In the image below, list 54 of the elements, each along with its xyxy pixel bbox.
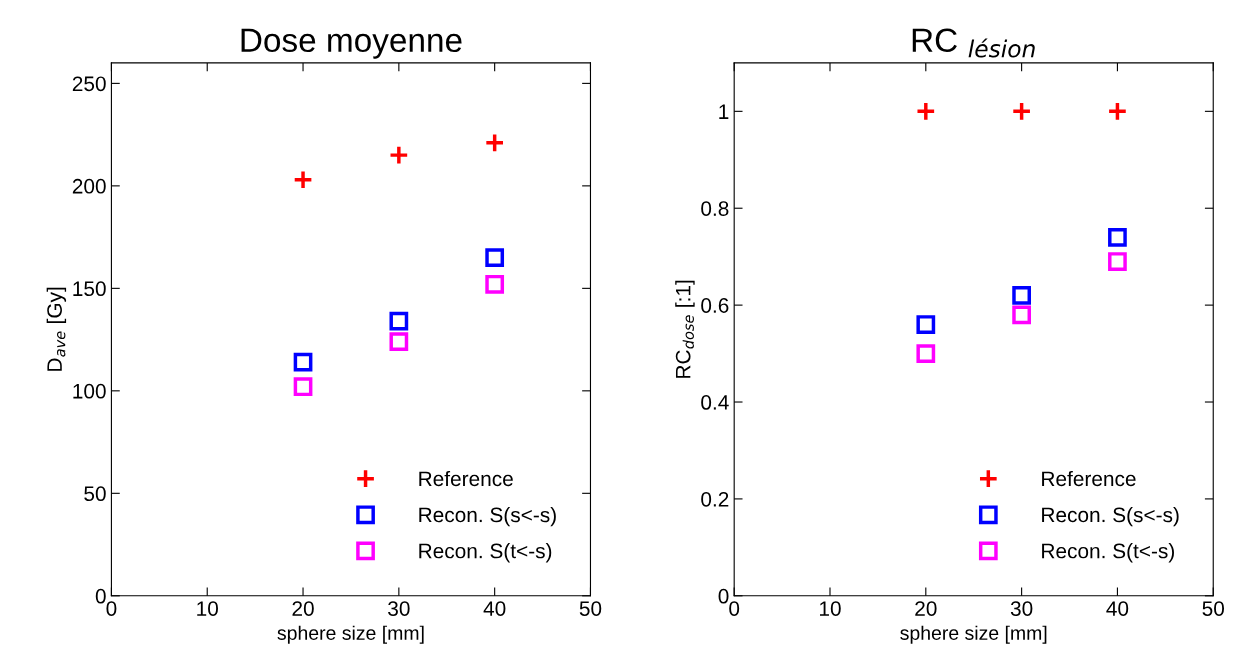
legend-label: Recon. S(t<-s) xyxy=(419,543,552,563)
y-tick-label: 0 xyxy=(95,588,106,604)
point xyxy=(292,169,314,190)
legend-label: Reference xyxy=(419,470,513,487)
point xyxy=(916,315,936,334)
y-axis-title: RC$_{dose}$ [:1] xyxy=(675,280,695,378)
point xyxy=(1107,101,1128,122)
point xyxy=(388,145,409,166)
point xyxy=(1108,252,1127,271)
y-tick-label: 0 xyxy=(718,588,729,604)
point xyxy=(293,377,313,397)
point xyxy=(916,344,936,363)
y-tick-label: 100 xyxy=(73,383,106,399)
point xyxy=(1011,101,1032,122)
x-tick-label: 40 xyxy=(483,601,506,616)
point xyxy=(484,132,505,153)
y-tick-label: 0.8 xyxy=(701,201,729,216)
point xyxy=(293,352,313,372)
y-tick-label: 250 xyxy=(72,76,106,92)
point xyxy=(389,311,409,331)
point xyxy=(1012,286,1031,305)
y-tick-label: 150 xyxy=(73,281,106,297)
x-tick-label: 0 xyxy=(729,601,740,616)
y-axis-title: D$_{ave}$ [Gy] xyxy=(46,287,67,371)
point xyxy=(1012,305,1031,325)
y-tick-label: 0.6 xyxy=(701,298,729,313)
x-tick-label: 10 xyxy=(197,601,218,616)
x-tick-label: 30 xyxy=(1010,601,1033,616)
point xyxy=(1108,227,1127,247)
x-tick-label: 50 xyxy=(579,601,602,616)
x-tick-label: 50 xyxy=(1202,601,1225,616)
x-tick-label: 20 xyxy=(292,601,314,616)
point xyxy=(915,101,936,122)
chart-title: Dose moyenne xyxy=(241,28,462,59)
y-tick-label: 200 xyxy=(72,178,106,194)
legend-label: Reference xyxy=(1042,470,1136,487)
point xyxy=(389,332,409,352)
y-tick-label: 1 xyxy=(719,104,729,119)
x-tick-label: 0 xyxy=(106,601,117,616)
x-tick-label: 40 xyxy=(1106,601,1129,616)
x-tick-label: 20 xyxy=(915,601,937,616)
x-tick-label: 10 xyxy=(820,601,841,616)
legend-label: Recon. S(s<-s) xyxy=(419,506,556,527)
point xyxy=(485,274,505,294)
x-tick-label: 30 xyxy=(388,601,410,616)
legend-label: Recon. S(t<-s) xyxy=(1042,543,1174,563)
legend-label: Recon. S(s<-s) xyxy=(1042,506,1179,527)
point xyxy=(485,248,505,267)
x-axis-title: sphere size [mm] xyxy=(900,625,1047,644)
x-axis-title: sphere size [mm] xyxy=(277,625,424,644)
y-tick-label: 0.2 xyxy=(701,491,729,507)
y-tick-label: 50 xyxy=(84,486,106,502)
y-tick-label: 0.4 xyxy=(701,395,729,410)
chart-title: RC $_{lésion}$ xyxy=(912,28,1035,58)
